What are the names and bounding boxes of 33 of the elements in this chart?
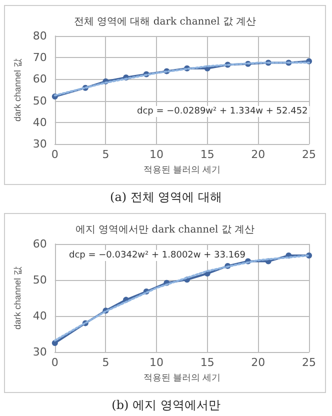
x-axis-title: 적용된 블러의 세기 [143,164,220,174]
point [52,340,58,346]
annotation: dcp = −0.0342w² + 1.8002w + 33.169 [69,250,246,260]
annotation: dcp = −0.0289w² + 1.334w + 52.452 [137,106,308,116]
chart-title: 에지 영역에서만 dark channel 값 계산 [75,224,255,236]
x-tick-label: 20 [251,356,266,369]
x-tick-label: 10 [150,148,164,161]
x-tick-label: 0 [51,356,58,369]
y-tick-label: 40 [32,116,47,129]
x-tick-label: 15 [200,356,214,369]
y-tick-label: 50 [32,94,47,108]
text: (b) 에지 영역에서만 [110,397,222,414]
y-axis-title: dark channel 값 [12,58,22,122]
x-tick-label: 15 [200,148,214,161]
chart-title: 전체 영역에 대해 dark channel 값 계산 [74,16,256,28]
y-tick-label: 60 [32,72,47,86]
x-tick-label: 5 [102,356,110,369]
x-tick-label: 10 [150,356,164,369]
x-tick-label: 0 [51,148,58,161]
y-tick-label: 30 [32,138,47,150]
x-axis-title: 적용된 블러의 세기 [143,372,220,382]
x-tick-label: 25 [302,148,316,161]
y-axis-title: dark channel 값 [12,266,22,330]
x-tick-label: 20 [251,148,266,161]
y-tick-label: 40 [32,310,47,322]
y-tick-label: 60 [32,238,47,250]
y-tick-label: 80 [32,30,47,42]
text: (a) 전체 영역에 대해 [109,189,223,206]
y-tick-label: 50 [32,274,47,286]
x-tick-label: 5 [102,148,110,161]
y-tick-label: 70 [32,51,47,64]
x-tick-label: 25 [302,356,316,369]
y-tick-label: 30 [32,346,47,358]
